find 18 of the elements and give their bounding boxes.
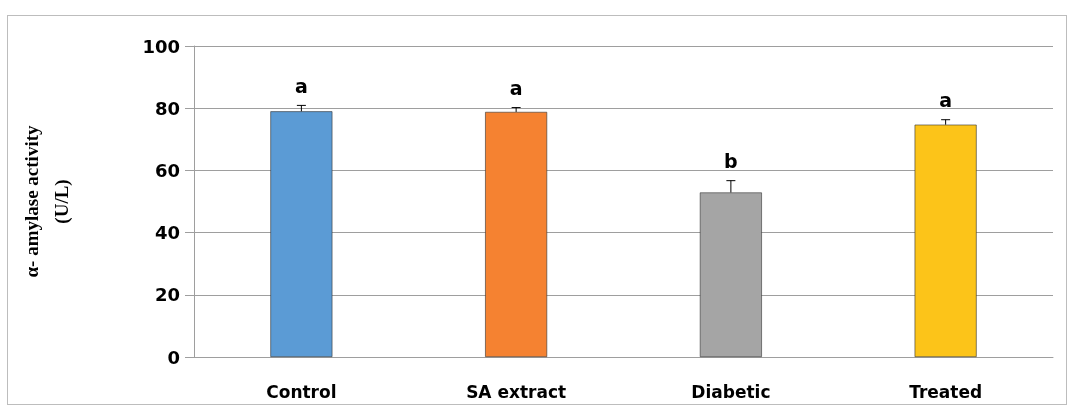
x-tick-label: Control: [266, 381, 337, 402]
y-tick-label: 60: [154, 159, 180, 181]
x-tick-label: SA extract: [466, 381, 567, 402]
annotation: a: [939, 89, 953, 112]
y-tick-label: 40: [154, 222, 180, 244]
bar: [914, 124, 977, 357]
x-tick-label: Diabetic: [691, 381, 771, 402]
y-tick-label: 0: [167, 346, 180, 368]
bar: [485, 111, 548, 357]
y-axis-title: α- amylase activity (U/L): [20, 125, 73, 278]
y-tick-label: 100: [142, 35, 180, 57]
bar: [270, 111, 333, 357]
y-tick-label: 20: [154, 284, 180, 306]
y-tick-label: 80: [154, 97, 180, 119]
annotation: a: [509, 77, 523, 100]
annotation: a: [294, 74, 308, 97]
x-tick-label: Treated: [909, 381, 983, 402]
annotation: b: [724, 150, 738, 173]
